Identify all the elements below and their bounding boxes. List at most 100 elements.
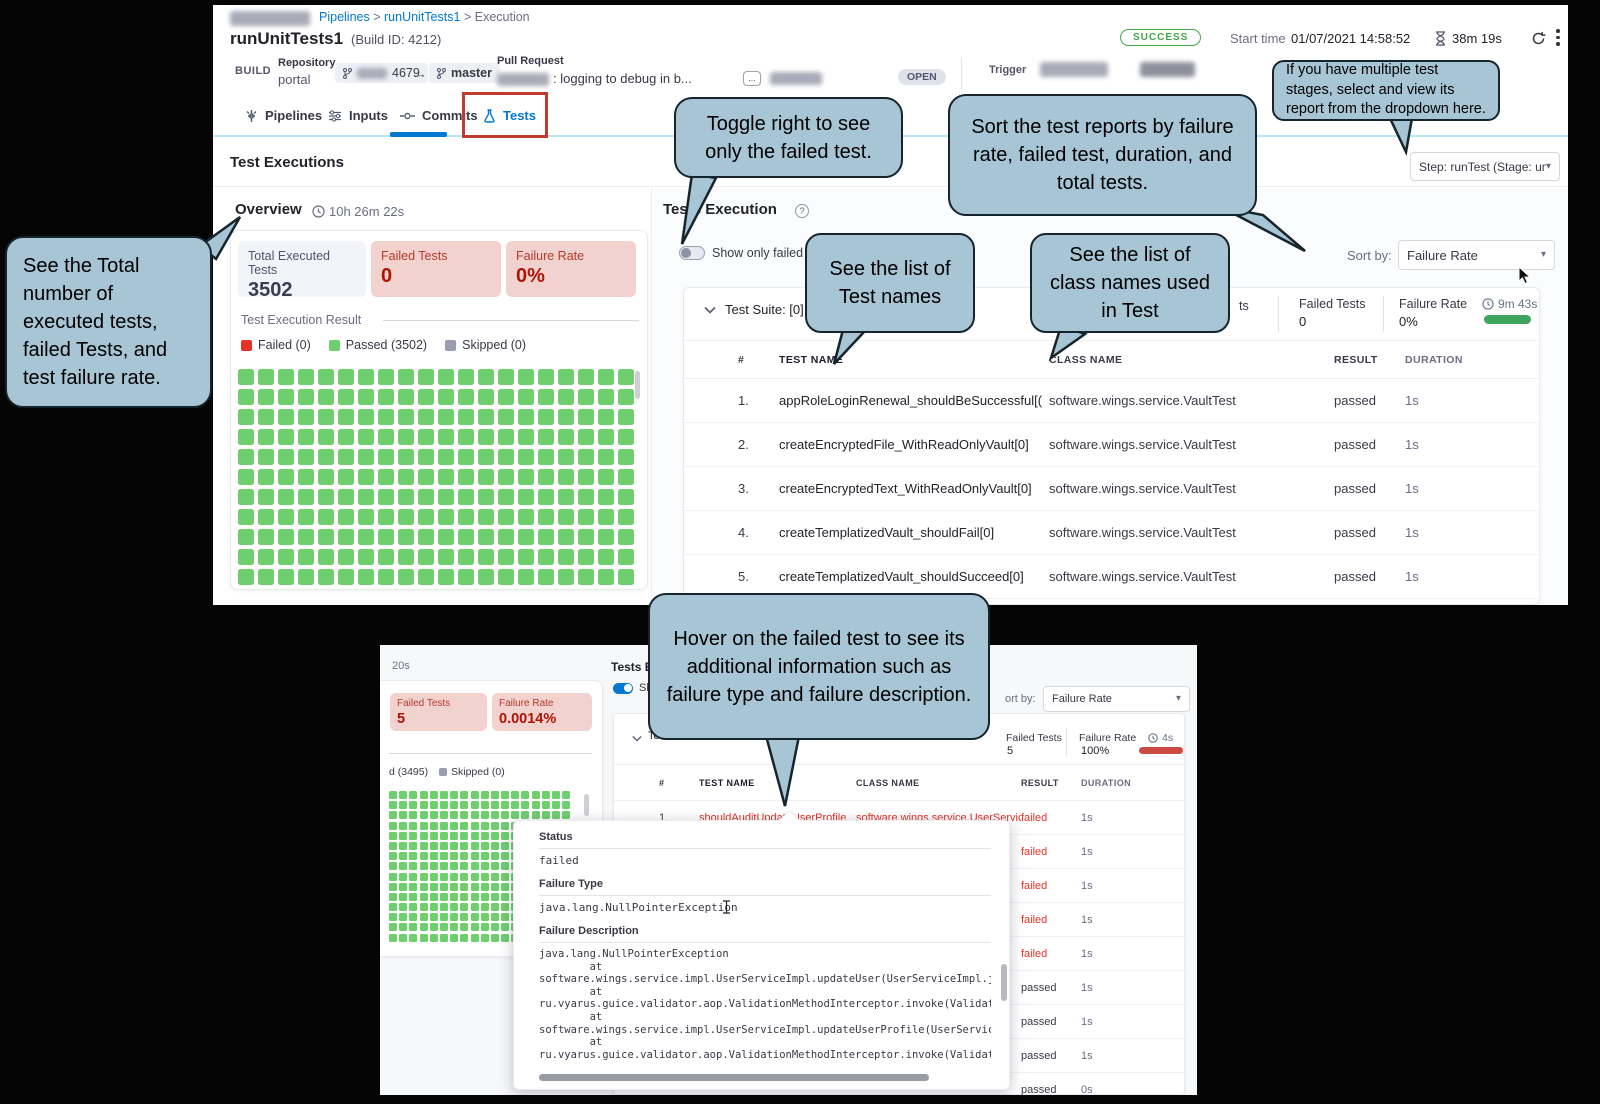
passed-test-cell [598, 429, 614, 445]
passed-test-cell [460, 821, 469, 830]
passed-test-cell [501, 862, 510, 871]
failure-description-text[interactable]: java.lang.NullPointerException at softwar… [539, 948, 991, 1062]
passed-test-cell [439, 841, 448, 850]
passed-test-cell [258, 389, 274, 405]
passed-test-cell [429, 831, 438, 840]
passed-test-cell [409, 872, 418, 881]
passed-test-cell [558, 529, 574, 545]
test-row[interactable]: 5. createTemplatizedVault_shouldSucceed[0… [684, 555, 1541, 599]
passed-test-cell [338, 549, 354, 565]
pipelines-icon [246, 109, 257, 122]
test-row[interactable]: 3. createEncryptedText_WithReadOnlyVault[… [684, 467, 1541, 511]
passed-test-cell [558, 569, 574, 585]
passed-test-cell [470, 811, 479, 820]
passed-test-cell [389, 882, 397, 891]
tooltip-horizontal-scrollbar[interactable] [539, 1074, 929, 1081]
pull-request-label: Pull Request [497, 55, 564, 67]
suite-failed-label: Failed Tests [1006, 732, 1062, 744]
test-row[interactable]: 4. createTemplatizedVault_shouldFail[0] so… [684, 511, 1541, 555]
pr-id-redacted [770, 72, 822, 85]
chevron-down-icon[interactable] [704, 306, 716, 314]
tab-inputs[interactable]: Inputs [328, 108, 388, 123]
tab-tests[interactable]: Tests [483, 108, 536, 123]
chevron-down-icon[interactable] [632, 735, 642, 742]
sort-by-dropdown[interactable]: Failure Rate ▾ [1398, 240, 1555, 270]
passed-test-cell [598, 469, 614, 485]
cell-cls: software.wings.service.VaultTest [1049, 393, 1236, 408]
passed-test-cell [558, 409, 574, 425]
passed-test-cell [338, 409, 354, 425]
pr-comment-icon[interactable]: ... [743, 71, 761, 86]
cell-num: 4. [738, 525, 749, 540]
test-row[interactable]: passed 0s [614, 1073, 1186, 1096]
passed-test-cell [378, 509, 394, 525]
callout-overview: See the Total number of executed tests, … [5, 236, 212, 408]
cell-num: 3. [738, 481, 749, 496]
cell-duration: 1s [1081, 811, 1093, 824]
passed-test-cell [439, 831, 448, 840]
build-tag: BUILD [235, 65, 272, 77]
refresh-icon[interactable] [1531, 31, 1546, 46]
stat-label: Failure Rate [499, 698, 554, 709]
passed-test-cell [578, 549, 594, 565]
passed-test-cell [399, 892, 408, 901]
passed-test-cell [450, 831, 459, 840]
cell-num: 5. [738, 569, 749, 584]
sort-by-dropdown[interactable]: Failure Rate ▾ [1043, 686, 1190, 712]
passed-test-cell [318, 409, 334, 425]
passed-test-cell [439, 933, 448, 942]
passed-test-cell [558, 489, 574, 505]
passed-test-cell [429, 852, 438, 861]
breadcrumb-pipelines-link[interactable]: Pipelines [319, 10, 370, 24]
tooltip-vertical-scrollbar[interactable] [1001, 964, 1007, 1001]
passed-test-cell [470, 933, 479, 942]
passed-test-cell [538, 389, 554, 405]
grid-scrollbar[interactable] [635, 371, 640, 399]
passed-test-cell [490, 903, 499, 912]
grid-scrollbar[interactable] [584, 794, 589, 816]
divider [383, 320, 639, 321]
cell-result: passed [1334, 393, 1376, 408]
passed-test-cell [511, 791, 520, 799]
suite-rate-label: Failure Rate [1399, 297, 1468, 311]
column-header: RESULT [1021, 777, 1059, 788]
test-row[interactable]: 1. appRoleLoginRenewal_shouldBeSuccessful… [684, 379, 1541, 423]
failed-only-toggle[interactable] [679, 246, 705, 260]
passed-test-cell [439, 913, 448, 922]
kebab-menu-icon[interactable] [1556, 29, 1560, 46]
passed-test-cell [409, 923, 418, 932]
passed-test-cell [419, 933, 428, 942]
passed-test-cell [439, 872, 448, 881]
passed-test-cell [521, 801, 530, 810]
suite-name[interactable]: Test Suite: [0] [725, 302, 804, 317]
tab-label: Inputs [349, 108, 388, 123]
test-row[interactable]: 2. createEncryptedFile_WithReadOnlyVault[… [684, 423, 1541, 467]
toggle-knob [624, 684, 632, 692]
passed-test-cell [399, 872, 408, 881]
passed-test-cell [598, 489, 614, 505]
passed-test-cell [490, 872, 499, 881]
passed-test-cell [470, 892, 479, 901]
divider [389, 753, 592, 754]
passed-test-cell [501, 852, 510, 861]
passed-test-cell [501, 913, 510, 922]
passed-test-cell [318, 529, 334, 545]
clock-icon [312, 205, 325, 218]
stack-trace-line: at [539, 1010, 603, 1023]
passed-test-cell [558, 549, 574, 565]
source-branch-chip[interactable]: 4679 [335, 63, 428, 83]
breadcrumb-pipeline-link[interactable]: runUnitTests1 [384, 10, 461, 24]
help-icon[interactable]: ? [795, 204, 809, 218]
passed-test-cell [598, 569, 614, 585]
passed-test-cell [418, 449, 434, 465]
target-branch-chip[interactable]: master [429, 63, 500, 83]
passed-test-cell [419, 791, 428, 799]
passed-test-cell [418, 509, 434, 525]
failed-only-toggle-on[interactable] [613, 683, 633, 694]
step-selector-dropdown[interactable]: Step: runTest (Stage: uni ▾ [1410, 152, 1560, 181]
stack-trace-line: software.wings.service.impl.UserServiceI… [539, 973, 991, 986]
passed-test-cell [338, 449, 354, 465]
tab-pipelines[interactable]: Pipelines [245, 108, 322, 123]
passed-test-cell [378, 369, 394, 385]
